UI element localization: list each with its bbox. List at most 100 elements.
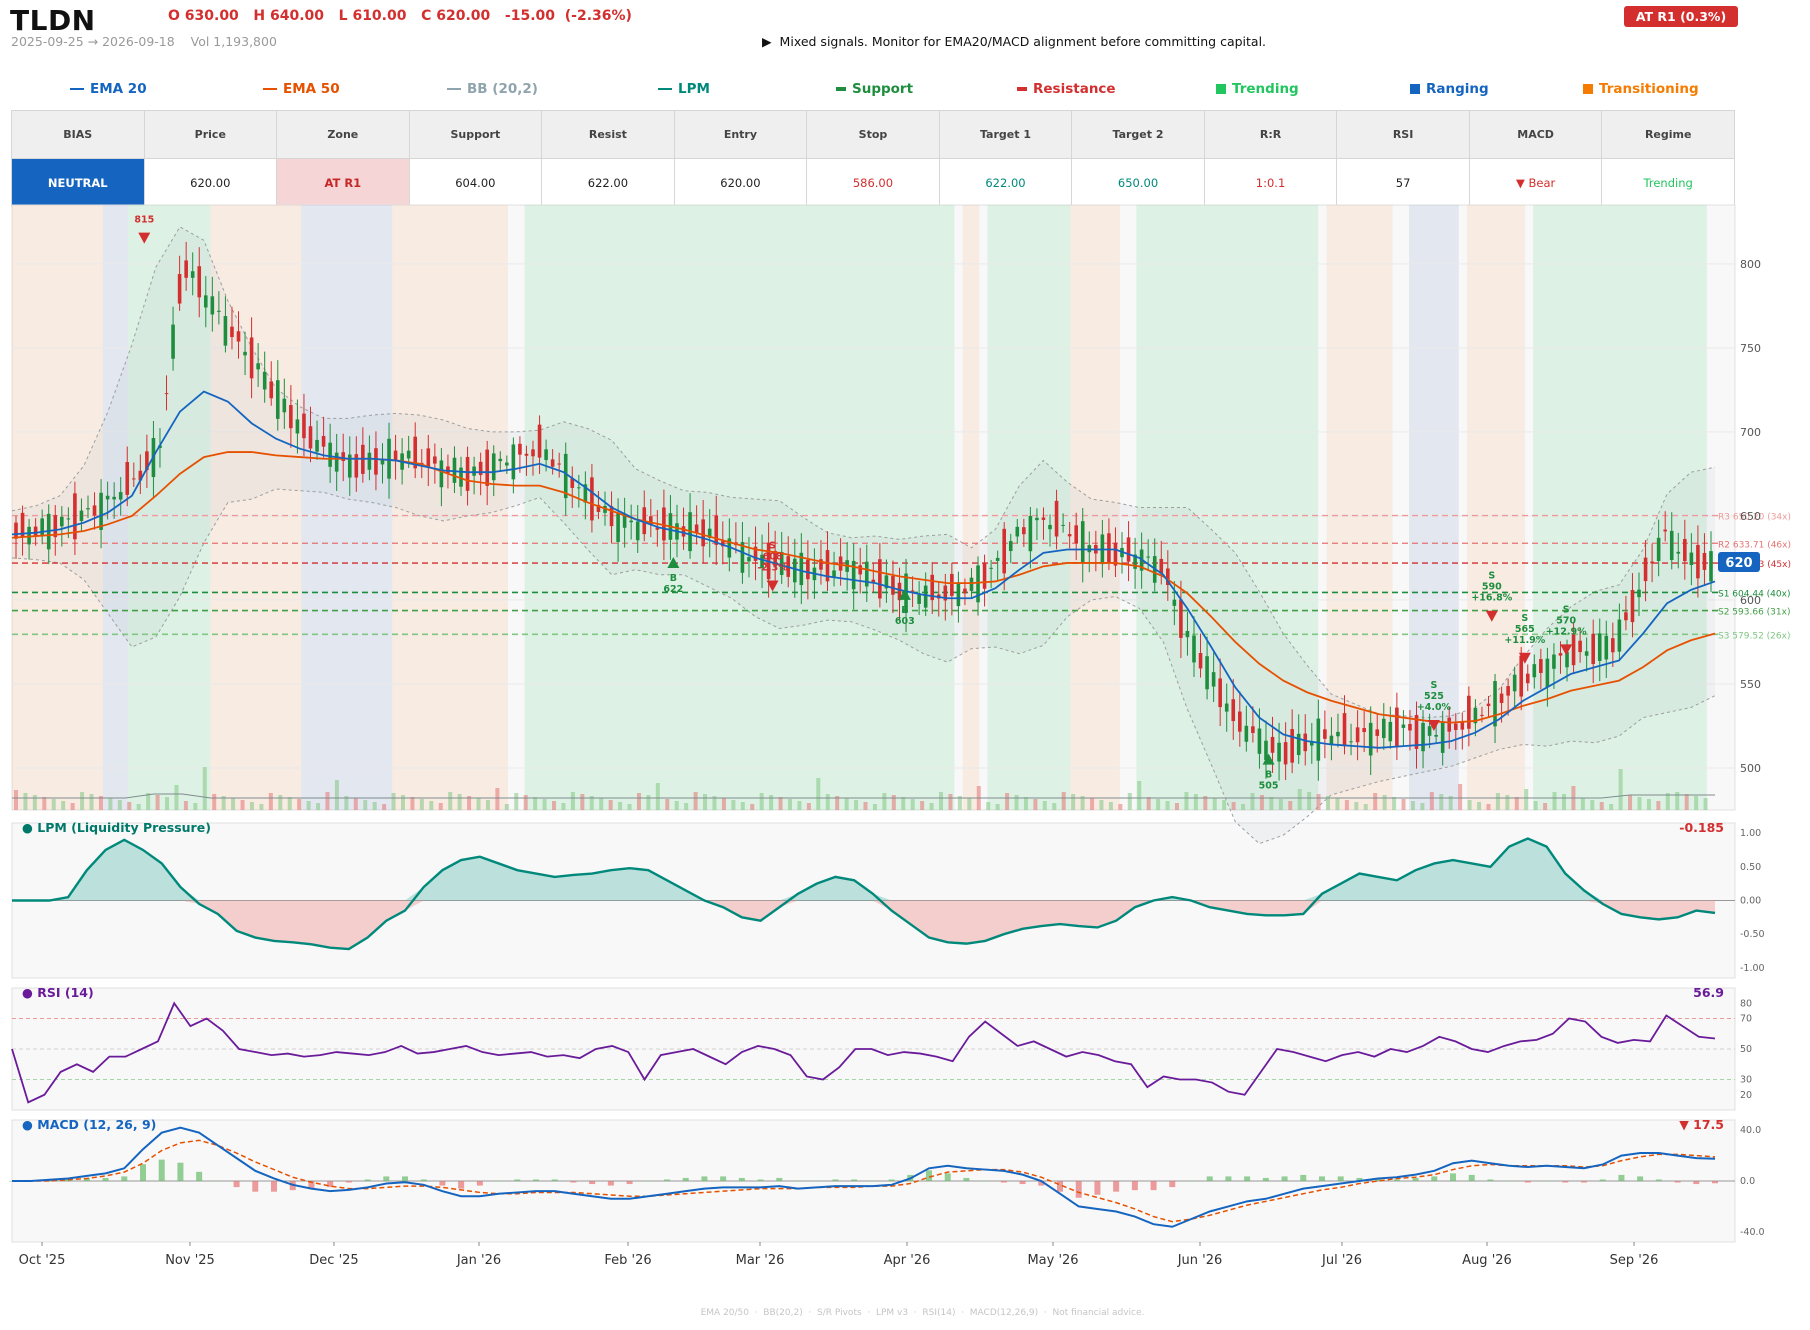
volume-bar [429,801,434,810]
candle-body [923,585,928,608]
candle-body [354,454,359,478]
candle-body [236,331,241,342]
candle-body [197,266,202,298]
volume-bar [353,798,358,810]
level-label-s3: S3 579.52 (26x) [1718,631,1790,641]
candle-body [1257,728,1262,754]
candle-body [563,453,568,499]
volume-bar [136,804,141,810]
volume-bar [1477,802,1482,810]
volume-bar [249,802,254,810]
volume-bar [957,796,962,810]
x-tick-label: Feb '26 [604,1253,651,1268]
volume-bar [1599,802,1604,810]
candle-body [315,439,319,452]
volume-bar [419,799,424,810]
macd-tick-label: 0.0 [1740,1176,1755,1187]
candle-body [917,594,921,604]
level-label-r3: R3 650.20 (34x) [1718,513,1791,523]
volume-bar [1052,803,1057,810]
sell-marker [1518,652,1531,664]
volume-bars [12,767,1715,810]
candle-body [851,560,856,590]
candle-body [1192,635,1196,663]
candle-body [465,456,470,491]
volume-bar [1222,800,1227,810]
candle-body [1565,652,1569,668]
volume-bar [1080,796,1085,810]
candle-body [1663,529,1667,532]
trade-label: 608 [763,551,783,562]
candle-body [1467,695,1471,729]
macd-histogram-bar [1581,1181,1587,1183]
bb-upper-line [11,226,1716,719]
macd-histogram-bar [776,1177,783,1181]
candle-body [419,462,424,464]
volume-bar [268,793,273,810]
candle-body [1067,534,1072,537]
header-stop: Stop [806,110,940,159]
macd-histogram-bar [402,1176,408,1181]
candle-body [930,574,935,601]
candle-body [577,487,581,489]
candle-body [131,478,136,480]
macd-histogram-bar [1618,1174,1625,1181]
trade-label: S [1488,571,1495,582]
candle-body [406,450,411,459]
macd-histogram-bar [83,1177,90,1181]
bias-value: NEUTRAL [11,158,145,207]
volume-bar [382,804,387,810]
volume-bar [806,803,811,810]
candle-body [1329,735,1334,745]
candle-body [1597,633,1602,661]
macd-line [12,1126,1716,1228]
candle-body [33,526,38,536]
lpm-panel-title: ● LPM (Liquidity Pressure) [22,820,211,835]
macd-histogram-bar [514,1179,521,1181]
zone-value: AT R1 [276,158,410,207]
candle-body [1519,655,1524,697]
candle-body [367,452,372,470]
candle-body [223,316,228,346]
candle-body [596,504,601,512]
volume-bar [98,796,103,810]
candle-body [1224,703,1229,712]
dash-icon [836,87,846,91]
volume-bar [684,803,689,810]
macd-histogram-bar [1300,1174,1307,1181]
volume-bar [627,804,632,810]
volume-bar [1628,795,1633,810]
candle-body [838,556,843,571]
macd-histogram-bar [1057,1181,1063,1192]
candle-body [433,456,437,464]
trade-label: 622 [663,584,683,595]
ohlc-readout: O 630.00 H 640.00 L 610.00 C 620.00 -15.… [168,8,632,24]
candle-body [498,458,503,462]
regime-value: Trending [1601,158,1735,207]
lpm-tick-label: 0.50 [1740,862,1761,873]
header-entry: Entry [673,110,808,159]
candle-body [1689,552,1694,565]
candle-body [1303,733,1308,752]
macd-histogram-bar [1468,1174,1475,1181]
volume-bar [1061,792,1066,810]
volume-bar [750,804,755,810]
candle-body [243,351,247,356]
candle-body [1375,729,1380,736]
volume-bar [1193,794,1198,810]
macd-histogram-bar [1281,1176,1288,1181]
macd-histogram-bar [1674,1181,1681,1183]
rsi-tick-label: 30 [1740,1075,1752,1086]
volume-bar [51,799,56,810]
volume-bar [514,793,519,810]
volume-bar [901,797,906,810]
candle-body [694,524,699,533]
candle-body [1539,659,1543,674]
candle-body [73,493,77,540]
volume-bar [1042,801,1047,810]
volume-bar [410,797,415,810]
volume-bar [854,800,859,810]
candle-body [328,442,332,467]
candle-body [518,443,522,455]
volume-bar [1099,800,1104,810]
